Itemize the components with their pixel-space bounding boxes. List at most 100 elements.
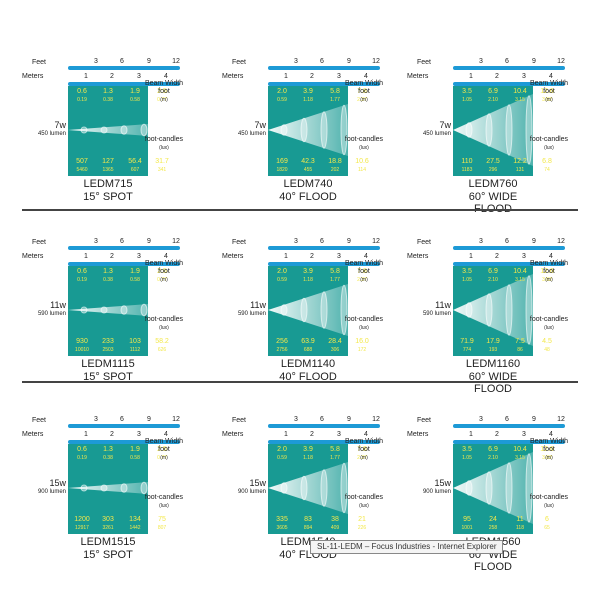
beam-width-ft: 2.5 (157, 88, 167, 95)
feet-tick: 12 (557, 238, 565, 245)
beam-ring (320, 469, 328, 507)
beam-ring (525, 453, 533, 523)
beam-width-m: 0.58 (130, 277, 140, 283)
feet-scale: Feet 3 6 9 12 (222, 58, 382, 70)
beam-width-ft: 3.5 (462, 268, 472, 275)
beam-ring (505, 284, 513, 336)
beam-width-ft: 2.5 (157, 446, 167, 453)
beam-width-m: 0.38 (103, 97, 113, 103)
model-name: LEDM1140 (280, 358, 336, 370)
beam-width-ft: 3.5 (462, 88, 472, 95)
beam-width-ft: 7.8 (357, 88, 367, 95)
footcandles-unit: (lux) (544, 503, 554, 509)
beam-width-ft: 2.0 (277, 268, 287, 275)
meters-tick: 4 (164, 253, 168, 260)
beam-ring (140, 123, 148, 137)
beam-width-ft: 1.9 (130, 446, 140, 453)
beam-width-ft: 5.8 (330, 446, 340, 453)
footcandles-label: foot-candles (lux) (140, 316, 188, 332)
meters-tick: 1 (469, 73, 473, 80)
beam-width-label: Beam Width foot (m) (340, 260, 388, 284)
beam-ring (340, 284, 348, 336)
wattage: 7w (254, 120, 266, 130)
lux-value: 258 (488, 525, 498, 531)
beam-width-ft: 3.5 (462, 446, 472, 453)
beam-shape (68, 304, 148, 316)
footcandle-value: 95 (463, 516, 471, 523)
beam-width-label: Beam Width foot (m) (340, 80, 388, 104)
beam-type: 40° FLOOD (279, 191, 337, 203)
feet-scale: Feet 3 6 9 12 (22, 238, 182, 250)
beam-width-m: 0.59 (277, 277, 287, 283)
lux-value: 607 (130, 167, 140, 173)
lux-value: 2756 (276, 347, 288, 353)
feet-tick: 12 (372, 238, 380, 245)
beam-width-m: 2.37 (357, 277, 367, 283)
beam-width-ft: 12.6 (540, 446, 554, 453)
beam-width-m: 0.59 (277, 97, 287, 103)
footcandle-value: 27.5 (486, 158, 500, 165)
beam-width-m: 3.15 (515, 97, 525, 103)
lux-value: 296 (488, 167, 498, 173)
beam-width-ft: 5.8 (330, 88, 340, 95)
beam-width-ft: 0.6 (77, 446, 87, 453)
footcandles-label: foot-candles (lux) (140, 494, 188, 510)
lumen-output: 590 lumen (422, 311, 451, 317)
beam-shape (453, 452, 533, 524)
meters-tick: 2 (310, 431, 314, 438)
model-name: LEDM760 (468, 178, 518, 190)
footcandle-value: 256 (276, 338, 288, 345)
footcandles-unit: (lux) (359, 503, 369, 509)
footcandle-value: 507 (76, 158, 88, 165)
feet-tick: 12 (372, 58, 380, 65)
beam-width-unit: (m) (545, 455, 553, 461)
beam-ring (140, 303, 148, 317)
feet-tick: 12 (557, 58, 565, 65)
beam-width-m: 0.38 (103, 277, 113, 283)
beam-width-m: 0.77 (157, 277, 167, 283)
footcandles-text: foot-candles (144, 494, 184, 501)
beam-ring (300, 117, 308, 143)
beam-width-ft: 10.4 (513, 446, 527, 453)
beam-ring (300, 297, 308, 323)
beam-shape (68, 124, 148, 136)
meters-scale: Meters 1 2 3 4 (407, 72, 567, 86)
lumen-output: 450 lumen (422, 131, 451, 137)
lux-value: 131 (515, 167, 525, 173)
footcandle-value: 110 (461, 158, 473, 165)
footcandle-value: 58.2 (155, 338, 169, 345)
feet-tick: 12 (372, 416, 380, 423)
beam-width-label: Beam Width foot (m) (140, 438, 188, 462)
meters-tick: 1 (284, 73, 288, 80)
beam-ring (120, 125, 128, 135)
meters-tick: 1 (284, 253, 288, 260)
beam-ring (320, 111, 328, 149)
feet-scale: Feet 3 6 9 12 (222, 238, 382, 250)
light-panel: Feet 3 6 9 12 Meters 1 2 3 4 3.5 1.05 95 1001 6.9 2.10 2… (407, 416, 568, 573)
meters-scale: Meters 1 2 3 4 (222, 252, 382, 266)
meters-bar (268, 82, 380, 86)
feet-label: Feet (232, 239, 247, 246)
feet-scale: Feet 3 6 9 12 (407, 416, 567, 428)
lux-value: 626 (157, 347, 167, 353)
beam-chart: 3.5 1.05 110 1183 6.9 2.10 27.5 296 10.4 3.15 12.2… (453, 86, 554, 176)
lux-value: 807 (157, 525, 167, 531)
beam-chart: 2.0 0.59 335 3605 3.9 1.18 83 894 5.8 1.77 38 409 7.… (268, 444, 367, 534)
beam-width-m: 1.77 (330, 97, 340, 103)
beam-width-m: 3.15 (515, 455, 525, 461)
feet-tick: 12 (557, 416, 565, 423)
footcandle-value: 38 (331, 516, 339, 523)
footcandle-value: 28.4 (328, 338, 342, 345)
footcandle-value: 930 (76, 338, 88, 345)
meters-label: Meters (222, 73, 244, 80)
meters-scale: Meters 1 2 3 4 (407, 252, 567, 266)
feet-label: Feet (232, 59, 247, 66)
beam-chart: 2.0 0.59 169 1820 3.9 1.18 42.3 455 5.8 1.77 18.8 2… (268, 86, 369, 176)
footcandle-value: 16.0 (355, 338, 369, 345)
beam-width-ft: 3.9 (303, 88, 313, 95)
wattage: 11w (435, 300, 451, 310)
beam-type: 15° SPOT (83, 549, 133, 561)
footcandle-value: 6.8 (542, 158, 552, 165)
light-panel: Feet 3 6 9 12 Meters 1 2 3 4 3.5 1.05 71.9 774 6.9 2.10… (407, 238, 568, 395)
meters-tick: 3 (522, 431, 526, 438)
